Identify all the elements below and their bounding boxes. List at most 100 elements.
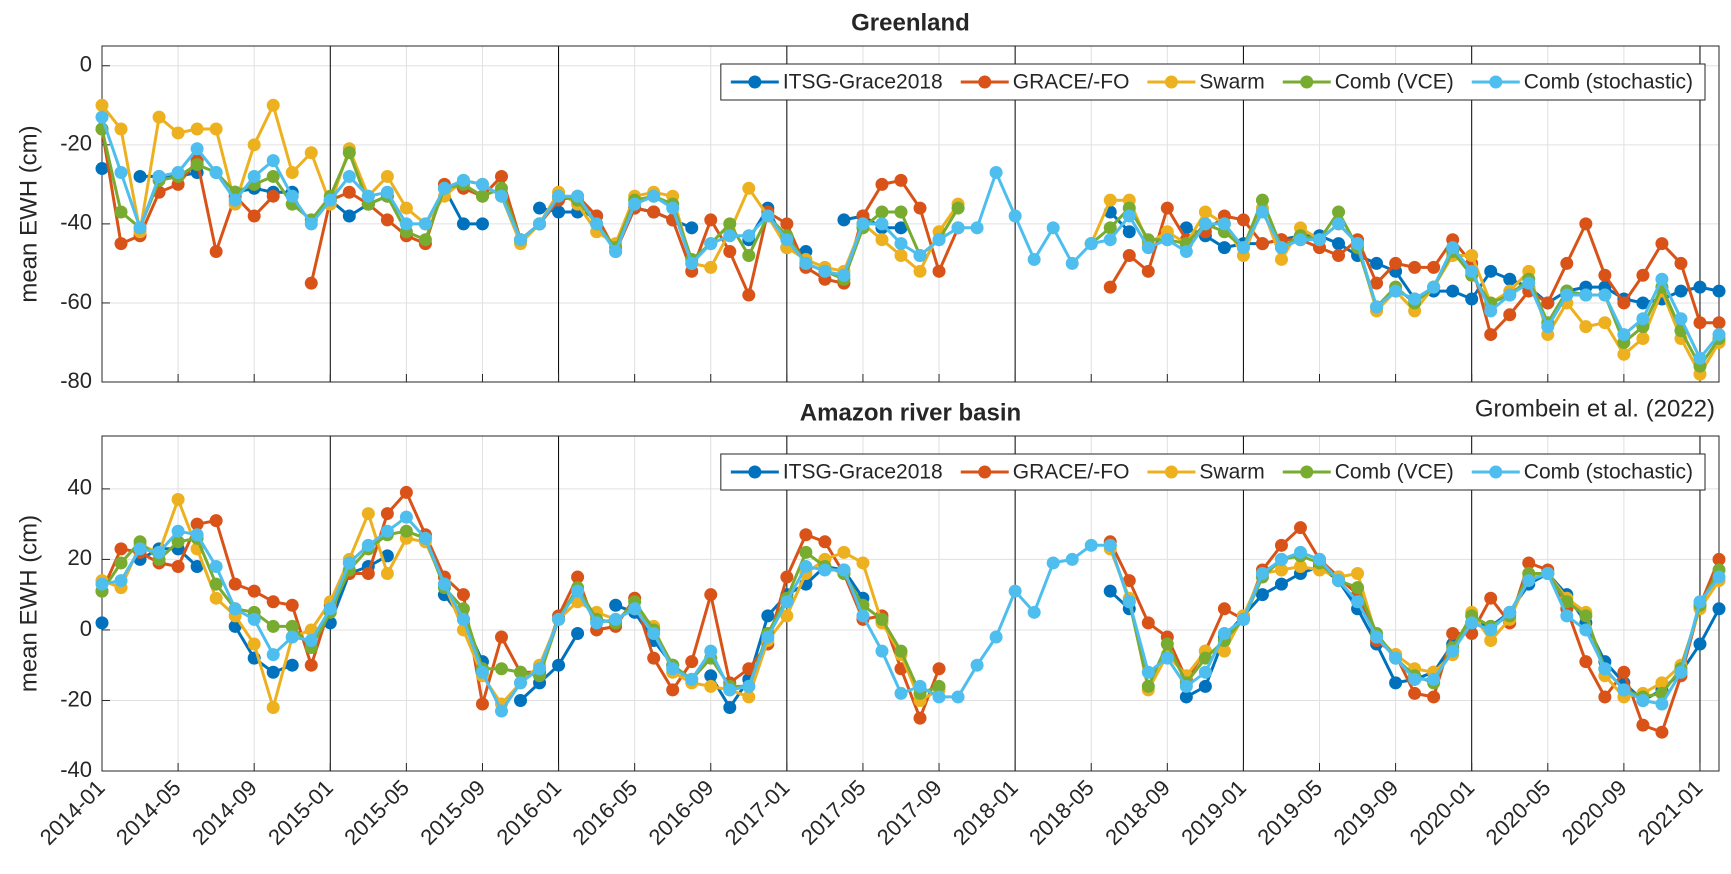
marker bbox=[1255, 567, 1269, 581]
x-tick-label: 2018-05 bbox=[1024, 775, 1099, 850]
marker bbox=[1655, 676, 1669, 690]
marker bbox=[1351, 237, 1365, 251]
marker bbox=[209, 559, 223, 573]
marker bbox=[818, 563, 832, 577]
marker bbox=[361, 189, 375, 203]
marker bbox=[437, 181, 451, 195]
x-tick-label: 2017-05 bbox=[796, 775, 871, 850]
marker bbox=[1446, 241, 1460, 255]
marker bbox=[1579, 217, 1593, 231]
marker bbox=[1179, 245, 1193, 259]
marker bbox=[266, 619, 280, 633]
marker bbox=[780, 595, 794, 609]
y-axis-label: mean EWH (cm) bbox=[15, 515, 42, 692]
legend-box bbox=[720, 63, 1706, 101]
marker bbox=[266, 189, 280, 203]
marker bbox=[1274, 241, 1288, 255]
marker bbox=[1255, 205, 1269, 219]
marker bbox=[190, 142, 204, 156]
marker bbox=[970, 658, 984, 672]
legend-item: Comb (VCE) bbox=[1282, 461, 1454, 484]
marker bbox=[514, 676, 528, 690]
marker bbox=[1541, 296, 1555, 310]
marker bbox=[380, 213, 394, 227]
marker bbox=[856, 609, 870, 623]
marker bbox=[304, 658, 318, 672]
marker bbox=[1484, 304, 1498, 318]
marker bbox=[361, 538, 375, 552]
x-tick-label: 2020-01 bbox=[1405, 775, 1480, 850]
marker bbox=[1122, 225, 1136, 239]
marker bbox=[1598, 288, 1612, 302]
marker bbox=[285, 165, 299, 179]
marker bbox=[742, 288, 756, 302]
marker bbox=[1217, 217, 1231, 231]
marker bbox=[323, 602, 337, 616]
marker bbox=[1636, 296, 1650, 310]
y-tick-label: 40 bbox=[68, 475, 92, 500]
marker bbox=[894, 205, 908, 219]
marker bbox=[1122, 209, 1136, 223]
marker bbox=[114, 205, 128, 219]
marker bbox=[1693, 316, 1707, 330]
legend-item: Swarm bbox=[1147, 461, 1265, 484]
marker bbox=[266, 648, 280, 662]
marker bbox=[247, 209, 261, 223]
marker bbox=[1617, 683, 1631, 697]
marker bbox=[742, 249, 756, 263]
marker bbox=[742, 690, 756, 704]
marker bbox=[114, 542, 128, 556]
marker bbox=[552, 658, 566, 672]
marker bbox=[323, 193, 337, 207]
marker bbox=[95, 616, 109, 630]
marker bbox=[171, 524, 185, 538]
marker bbox=[742, 181, 756, 195]
x-tick-label: 2021-01 bbox=[1633, 775, 1708, 850]
x-tick-label: 2014-01 bbox=[35, 775, 110, 850]
marker bbox=[475, 177, 489, 191]
y-tick-label: 0 bbox=[80, 616, 92, 641]
marker bbox=[190, 517, 204, 531]
marker bbox=[742, 229, 756, 243]
marker bbox=[1046, 221, 1060, 235]
marker bbox=[456, 217, 470, 231]
marker bbox=[95, 577, 109, 591]
marker bbox=[837, 268, 851, 282]
marker bbox=[1255, 588, 1269, 602]
marker bbox=[723, 701, 737, 715]
marker bbox=[666, 662, 680, 676]
marker bbox=[1141, 241, 1155, 255]
marker bbox=[951, 201, 965, 215]
marker bbox=[1198, 651, 1212, 665]
marker bbox=[1617, 328, 1631, 342]
marker bbox=[133, 169, 147, 183]
x-tick-label: 2019-05 bbox=[1252, 775, 1327, 850]
marker bbox=[285, 658, 299, 672]
marker bbox=[1579, 320, 1593, 334]
marker bbox=[1484, 264, 1498, 278]
marker bbox=[856, 556, 870, 570]
marker bbox=[342, 146, 356, 160]
marker bbox=[1160, 233, 1174, 247]
marker bbox=[1217, 644, 1231, 658]
marker bbox=[1522, 556, 1536, 570]
x-tick-label: 2017-01 bbox=[720, 775, 795, 850]
marker bbox=[609, 612, 623, 626]
marker bbox=[913, 679, 927, 693]
marker bbox=[685, 256, 699, 270]
marker bbox=[475, 697, 489, 711]
marker bbox=[247, 637, 261, 651]
marker bbox=[799, 545, 813, 559]
axes-box bbox=[101, 45, 1720, 383]
marker bbox=[894, 249, 908, 263]
marker bbox=[1560, 288, 1574, 302]
marker bbox=[1636, 312, 1650, 326]
marker bbox=[361, 507, 375, 521]
marker bbox=[685, 655, 699, 669]
chart-title: Greenland bbox=[851, 9, 970, 36]
marker bbox=[1674, 256, 1688, 270]
marker bbox=[494, 189, 508, 203]
y-tick-label: 20 bbox=[68, 545, 92, 570]
